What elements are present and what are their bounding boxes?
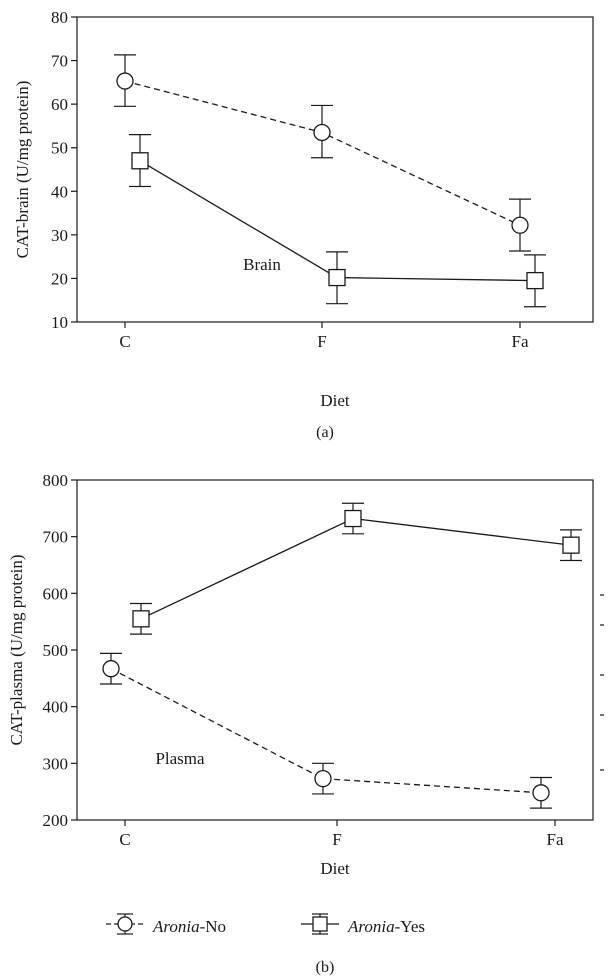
y-tick-label: 300 (43, 754, 69, 773)
y-tick-label: 400 (43, 698, 69, 717)
y-axis-label: CAT-plasma (U/mg protein) (7, 554, 26, 745)
y-tick-label: 600 (43, 584, 69, 603)
data-point-no (116, 72, 134, 90)
y-tick-label: 50 (51, 139, 68, 158)
x-tick-label: C (119, 332, 130, 351)
y-tick-label: 800 (43, 471, 69, 490)
data-point-no (313, 123, 331, 142)
x-axis-label: Diet (320, 391, 350, 410)
series-no (100, 652, 552, 809)
y-tick-label: 30 (51, 226, 68, 245)
data-point-no (102, 660, 120, 678)
data-point-yes (132, 610, 150, 628)
y-tick-label: 200 (43, 811, 69, 830)
legend-label-italic: Aronia (152, 917, 200, 936)
legend-label-italic: Aronia (347, 917, 395, 936)
panel-label: (b) (316, 959, 335, 976)
data-point-yes (562, 536, 580, 554)
x-tick-label: F (332, 830, 341, 849)
circle-marker-icon (117, 916, 133, 932)
legend-label-suffix: -No (200, 917, 226, 936)
data-point-yes (131, 152, 149, 170)
legend-label: Aronia-No (152, 917, 226, 936)
x-tick-label: Fa (547, 830, 564, 849)
plot-frame (76, 479, 594, 821)
legend: Aronia-No Aronia-Yes (106, 913, 425, 936)
chart-panel-b: 200 300 400 500 600 700 800 C F Fa Diet CAT-plasma … (7, 471, 594, 878)
legend-item-no: Aronia-No (106, 913, 226, 936)
plot-frame (76, 16, 594, 323)
chart-panel-a: 10 20 30 40 50 60 70 80 C F Fa Diet CAT-brain (U/mg … (13, 8, 594, 410)
data-point-yes (526, 271, 544, 290)
legend-item-yes: Aronia-Yes (301, 913, 425, 936)
x-axis-label: Diet (320, 859, 350, 878)
data-point-yes (344, 509, 362, 528)
y-tick-label: 500 (43, 641, 69, 660)
y-tick-label: 20 (51, 269, 68, 288)
data-point-yes (328, 268, 346, 287)
series-line-no (110, 668, 542, 794)
series-yes (130, 502, 582, 635)
data-point-no (532, 784, 550, 802)
panel-annotation: Plasma (155, 749, 205, 768)
y-axis-label: CAT-brain (U/mg protein) (13, 81, 32, 259)
panel-label: (a) (316, 424, 334, 441)
series-yes (129, 134, 546, 308)
data-point-no (511, 216, 529, 234)
panel-annotation: Brain (243, 255, 281, 274)
y-tick-label: 80 (51, 8, 68, 27)
data-point-no (314, 769, 332, 788)
y-tick-label: 60 (51, 95, 68, 114)
legend-label-suffix: -Yes (395, 917, 425, 936)
legend-label: Aronia-Yes (347, 917, 425, 936)
y-tick-label: 700 (43, 528, 69, 547)
y-tick-label: 70 (51, 52, 68, 71)
x-tick-label: C (119, 830, 130, 849)
x-tick-label: F (317, 332, 326, 351)
y-tick-label: 10 (51, 313, 68, 332)
y-tick-label: 40 (51, 182, 68, 201)
x-tick-label: Fa (512, 332, 529, 351)
series-no (114, 54, 531, 252)
square-marker-icon (312, 916, 328, 932)
